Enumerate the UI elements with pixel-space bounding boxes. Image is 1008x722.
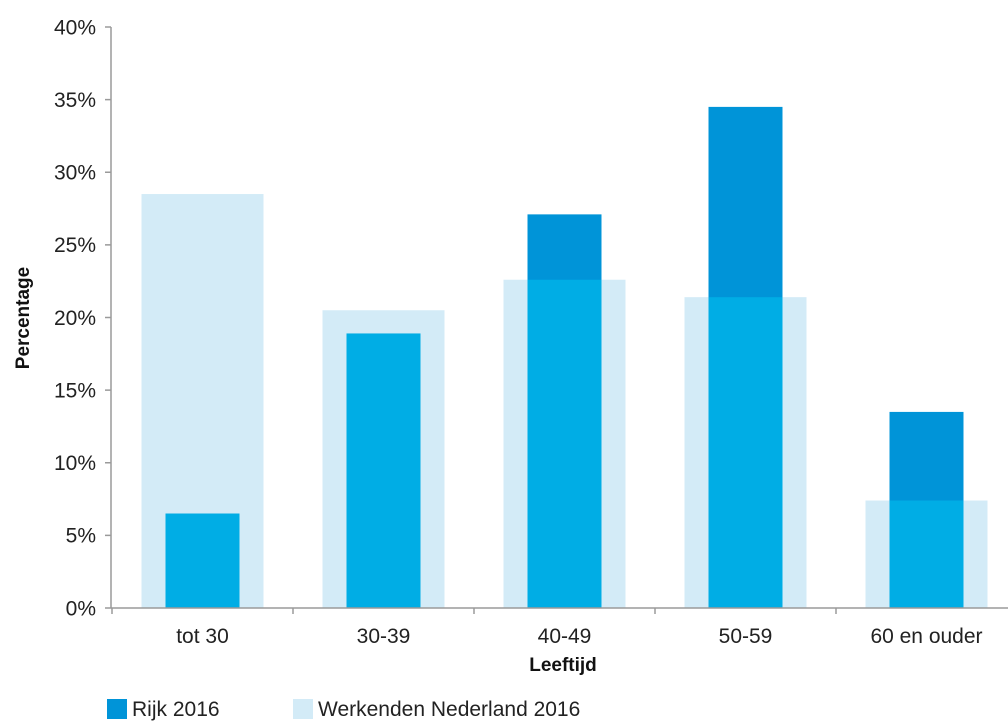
bar-overlap-50-59 xyxy=(708,297,783,608)
x-tick-label-40-49: 40-49 xyxy=(538,625,592,648)
legend-swatch-rijk-2016 xyxy=(107,699,127,719)
x-axis-title: Leeftijd xyxy=(529,655,597,676)
y-axis-title: Percentage xyxy=(13,267,34,369)
y-tick-label-15: 15% xyxy=(54,379,96,402)
bar-overlap-60-en-ouder xyxy=(889,500,964,608)
bars-layer xyxy=(141,106,988,608)
legend: Rijk 2016 Werkenden Nederland 2016 xyxy=(107,698,580,721)
y-tick-label-20: 20% xyxy=(54,307,96,330)
y-tick-label-30: 30% xyxy=(54,162,96,185)
y-tick-label-40: 40% xyxy=(54,16,96,39)
y-tick-label-10: 10% xyxy=(54,452,96,475)
x-tick-label-tot-30: tot 30 xyxy=(176,625,229,648)
y-tick-label-35: 35% xyxy=(54,89,96,112)
x-tick-label-60-en-ouder: 60 en ouder xyxy=(870,625,982,648)
x-tick-label-30-39: 30-39 xyxy=(357,625,411,648)
legend-label-rijk-2016: Rijk 2016 xyxy=(132,698,220,721)
y-tick-label-25: 25% xyxy=(54,234,96,257)
legend-swatch-werkenden-nederland-2016 xyxy=(293,699,313,719)
x-tick-label-50-59: 50-59 xyxy=(719,625,773,648)
bar-overlap-tot-30 xyxy=(165,513,240,608)
legend-label-werkenden-nederland-2016: Werkenden Nederland 2016 xyxy=(318,698,580,721)
bar-overlap-40-49 xyxy=(527,279,602,608)
y-tick-label-5: 5% xyxy=(66,525,96,548)
axes-layer xyxy=(105,26,1008,614)
bar-overlap-30-39 xyxy=(346,333,421,608)
labels-layer: tot 30 30-39 40-49 50-59 60 en ouder 0% 5% 10% 1… xyxy=(54,16,983,648)
y-tick-label-0: 0% xyxy=(66,597,96,620)
